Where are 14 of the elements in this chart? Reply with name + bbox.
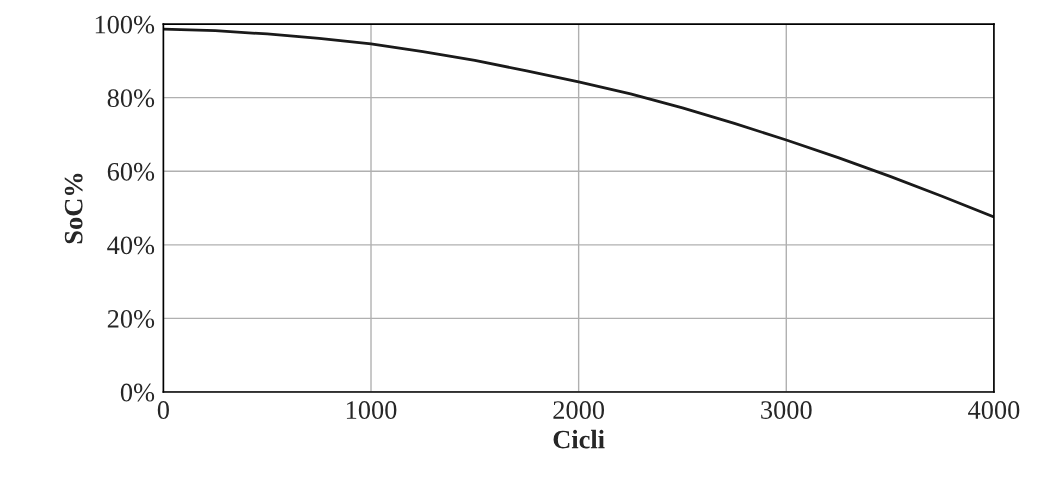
x-axis-title: Cicli xyxy=(553,429,605,449)
x-tick-label: 1000 xyxy=(346,401,397,419)
x-tick-label: 3000 xyxy=(761,401,812,419)
y-tick-label: 20% xyxy=(107,310,155,328)
y-tick-label: 60% xyxy=(107,162,155,181)
y-tick-label: 80% xyxy=(107,89,155,108)
x-tick-label: 2000 xyxy=(553,401,605,419)
x-tick-label: 4000 xyxy=(968,401,1020,419)
y-tick-label: 100% xyxy=(95,15,155,34)
y-axis-title: SoC% xyxy=(64,173,83,244)
y-tick-label: 0% xyxy=(120,383,155,402)
y-tick-label: 40% xyxy=(107,236,155,255)
x-tick-label: 0 xyxy=(157,401,169,419)
line-series xyxy=(163,27,994,219)
